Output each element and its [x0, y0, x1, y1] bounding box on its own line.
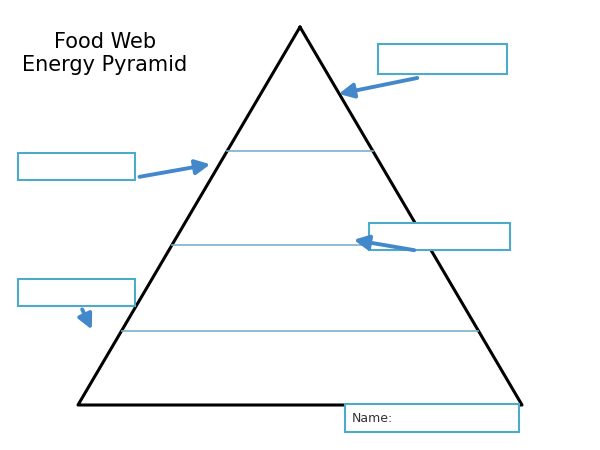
- Text: Name:: Name:: [352, 412, 394, 424]
- Text: Food Web
Energy Pyramid: Food Web Energy Pyramid: [22, 32, 188, 75]
- FancyBboxPatch shape: [18, 279, 135, 306]
- FancyBboxPatch shape: [345, 404, 519, 432]
- FancyBboxPatch shape: [369, 223, 510, 250]
- FancyBboxPatch shape: [378, 44, 507, 74]
- FancyBboxPatch shape: [18, 153, 135, 180]
